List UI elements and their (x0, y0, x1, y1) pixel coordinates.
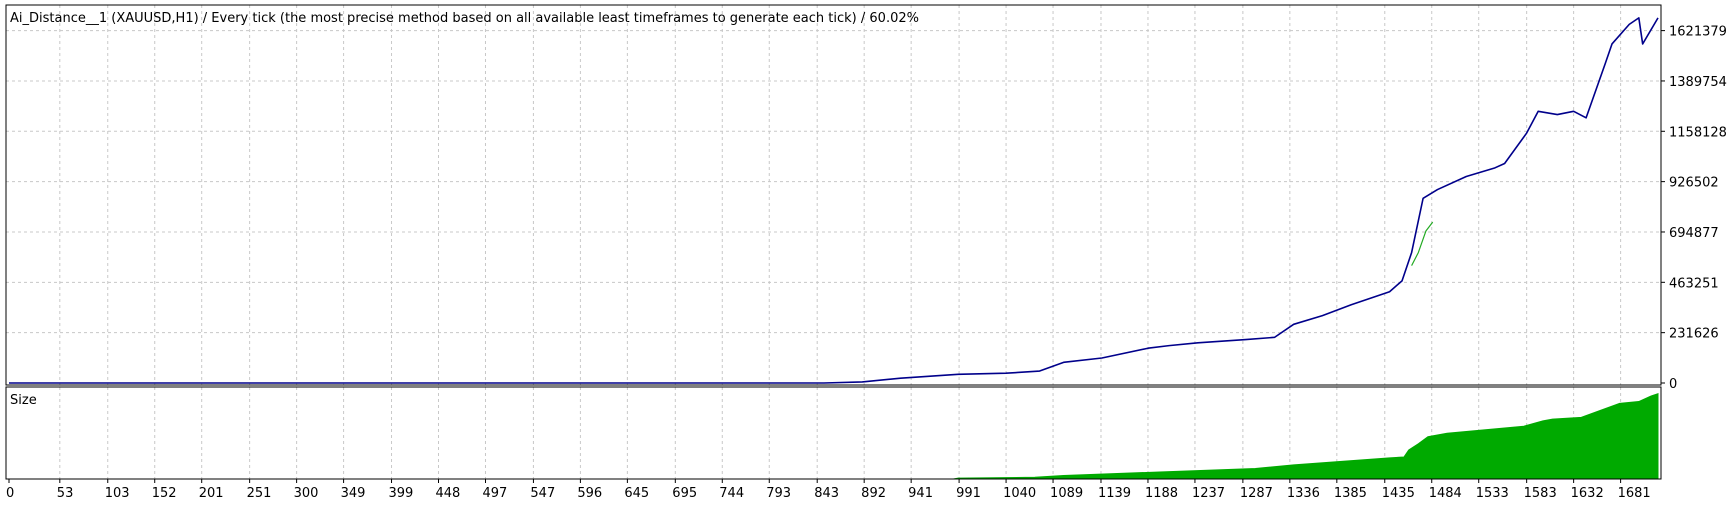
equity-line (1411, 221, 1434, 266)
y-tick-label: 694877 (1669, 226, 1719, 241)
x-tick-label: 251 (247, 486, 272, 501)
x-tick-label: 941 (908, 486, 933, 501)
x-tick-label: 1385 (1334, 486, 1367, 501)
x-tick-label: 349 (341, 486, 366, 501)
y-tick-label: 463251 (1669, 276, 1719, 291)
y-axis-ticks: 0 231626 463251 694877 926502 1158128 1389754 1… (1661, 25, 1727, 392)
x-tick-label: 399 (389, 486, 414, 501)
x-tick-label: 201 (199, 486, 224, 501)
equity-lines (9, 17, 1659, 384)
x-tick-label: 1681 (1618, 486, 1651, 501)
x-tick-label: 1484 (1429, 486, 1462, 501)
x-tick-label: 1583 (1524, 486, 1557, 501)
size-panel-title: Size (10, 393, 37, 408)
x-tick-label: 695 (672, 486, 697, 501)
x-tick-label: 1287 (1240, 486, 1273, 501)
x-tick-label: 497 (482, 486, 507, 501)
x-tick-label: 1040 (1003, 486, 1036, 501)
main-chart-title: Ai_Distance__1 (XAUUSD,H1) / Every tick … (10, 11, 919, 26)
main-plot-frame (5, 4, 1662, 386)
y-tick-label: 1389754 (1669, 75, 1727, 90)
y-tick-label: 1158128 (1669, 125, 1727, 140)
x-tick-label: 103 (105, 486, 130, 501)
x-tick-label: 843 (814, 486, 839, 501)
x-tick-label: 892 (861, 486, 886, 501)
size-area (9, 392, 1659, 480)
x-tick-label: 448 (436, 486, 461, 501)
x-tick-label: 596 (577, 486, 602, 501)
size-area-series (9, 392, 1659, 480)
y-tick-label: 231626 (1669, 327, 1719, 342)
x-tick-label: 744 (719, 486, 744, 501)
x-tick-label: 1089 (1050, 486, 1083, 501)
y-tick-label: 0 (1669, 377, 1677, 392)
x-tick-label: 1139 (1098, 486, 1131, 501)
balance-line (9, 17, 1659, 384)
x-tick-label: 53 (57, 486, 74, 501)
x-tick-label: 793 (766, 486, 791, 501)
x-tick-label: 1533 (1476, 486, 1509, 501)
y-tick-label: 1621379 (1669, 25, 1727, 40)
x-tick-label: 991 (956, 486, 981, 501)
x-tick-label: 0 (6, 486, 14, 501)
x-tick-label: 1632 (1571, 486, 1604, 501)
size-plot-frame (5, 386, 1662, 480)
x-tick-label: 1435 (1382, 486, 1415, 501)
y-tick-label: 926502 (1669, 176, 1719, 191)
x-tick-label: 152 (152, 486, 177, 501)
x-tick-label: 547 (530, 486, 555, 501)
x-tick-label: 1237 (1192, 486, 1225, 501)
x-tick-label: 1188 (1145, 486, 1178, 501)
x-tick-label: 300 (294, 486, 319, 501)
x-axis-ticks: 0 53 103 152 201 251 300 349 399 448 497 547 596 645 6… (6, 479, 1651, 501)
x-tick-label: 645 (624, 486, 649, 501)
x-tick-label: 1336 (1287, 486, 1320, 501)
